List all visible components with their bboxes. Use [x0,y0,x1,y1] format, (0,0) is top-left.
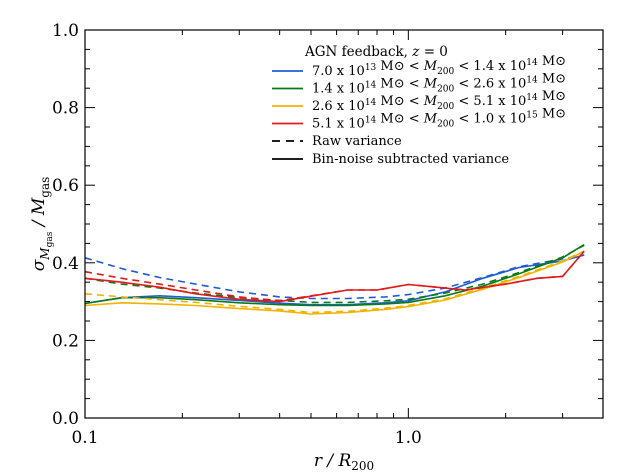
series-1-raw-line [84,254,585,300]
y-tick-label: 0.4 [52,254,79,274]
series-3-subtracted-line [84,250,585,315]
x-tick-label: 1.0 [395,428,422,448]
legend: AGN feedback, z = 07.0 x 1013 M⊙ < M200 … [272,44,566,167]
data-layer [84,243,585,315]
series-2-subtracted-line [84,243,585,307]
legend-title: AGN feedback, z = 0 [304,44,448,60]
series-2-raw-line [84,244,585,304]
series-3-raw-line [84,250,585,314]
series-1-legend-label: 7.0 x 1013 M⊙ < M200 < 1.4 x 1014 M⊙ [312,54,566,79]
dashed-legend-label: Raw variance [312,134,402,149]
series-4-legend-label: 5.1 x 1014 M⊙ < M200 < 1.0 x 1015 M⊙ [312,107,566,132]
tick-layer: 0.0 0.2 0.4 0.6 0.8 1.0 0.1 1.0 [52,21,604,448]
y-tick-label: 0.8 [52,99,79,119]
y-tick-label: 0.0 [52,409,79,429]
series-3-legend-label: 2.6 x 1014 M⊙ < M200 < 5.1 x 1014 M⊙ [312,89,566,114]
y-tick-label: 0.6 [52,176,79,196]
y-axis-label: σMgas / Mgas [29,177,55,272]
y-tick-label: 0.2 [52,331,79,351]
series-4-subtracted-line [84,250,585,303]
axis-label-layer: r / R200 σMgas / Mgas [29,177,374,472]
x-tick-label: 0.1 [71,428,98,448]
x-axis-label: r / R200 [314,451,374,472]
series-4-raw-line [84,250,585,302]
series-2-legend-label: 1.4 x 1014 M⊙ < M200 < 2.6 x 1014 M⊙ [312,72,566,97]
solid-legend-label: Bin-noise subtracted variance [312,152,509,167]
y-tick-label: 1.0 [52,21,79,41]
